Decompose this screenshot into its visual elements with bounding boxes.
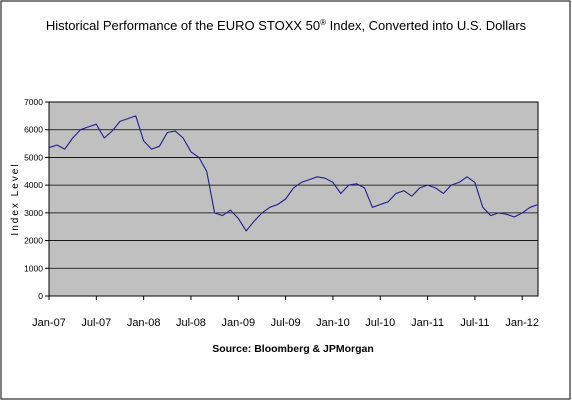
x-tick-label: Jul-07 (81, 317, 111, 329)
x-tick-label: Jul-10 (365, 317, 395, 329)
x-tick-label: Jan-10 (316, 317, 350, 329)
y-tick-label: 5000 (24, 152, 43, 162)
x-tick-label: Jan-07 (32, 317, 66, 329)
y-tick-label: 4000 (24, 180, 43, 190)
source-note: Source: Bloomberg & JPMorgan (212, 343, 374, 355)
chart-title: Historical Performance of the EURO STOXX… (46, 18, 527, 33)
y-tick-label: 7000 (24, 97, 43, 107)
series-line-index-level (48, 115, 539, 232)
x-tick-label: Jan-09 (221, 317, 255, 329)
plot-area (48, 101, 539, 297)
x-tick-label: Jul-08 (176, 317, 206, 329)
y-tick-label: 3000 (24, 208, 43, 218)
x-tick-label: Jul-11 (460, 317, 489, 329)
y-tick-label: 1000 (24, 263, 43, 273)
y-axis-label: Index Level (10, 162, 21, 235)
x-tick-label: Jan-12 (505, 317, 539, 329)
x-tick-label: Jan-08 (127, 317, 161, 329)
x-tick-label: Jul-09 (271, 317, 301, 329)
y-tick-label: 2000 (24, 236, 43, 246)
y-tick-label: 6000 (24, 125, 43, 135)
y-tick-label: 0 (38, 291, 43, 301)
x-tick-label: Jan-11 (411, 317, 444, 329)
